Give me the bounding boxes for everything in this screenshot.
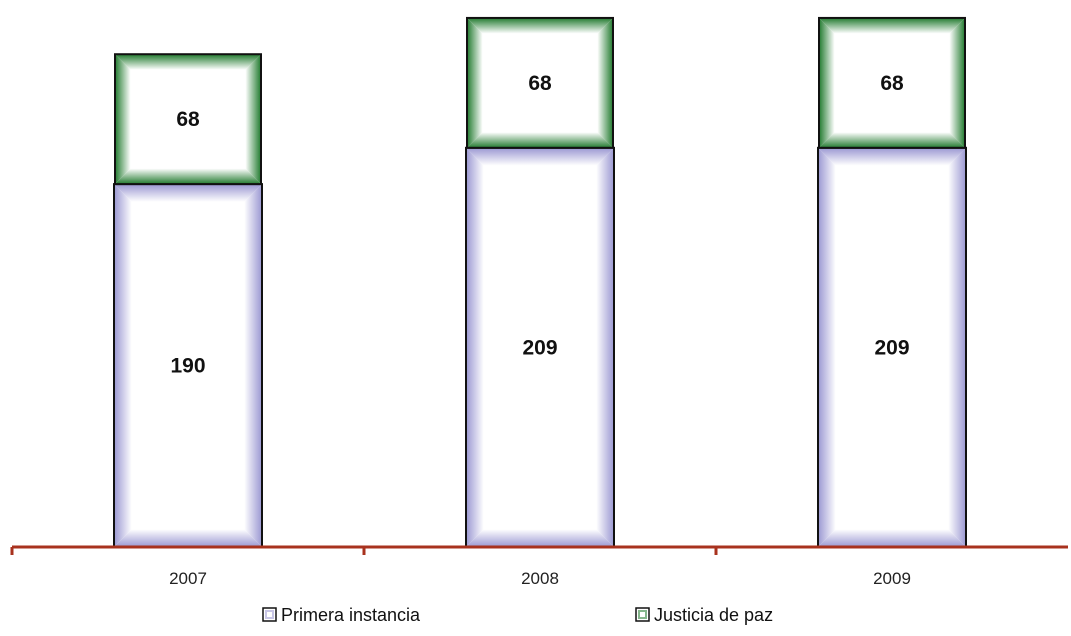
bars-layer	[113, 16, 967, 548]
bar-justicia-de-paz-2007-shade-right	[245, 54, 261, 185]
bar-primera-instancia-2007-shade-bottom	[114, 529, 262, 547]
bar-primera-instancia-2009-highlight	[835, 165, 949, 530]
bar-primera-instancia-2008-shade-top	[466, 147, 614, 166]
legend-item-primera-instancia: Primera instancia	[262, 605, 421, 625]
bar-primera-instancia-2008-shade-right	[596, 147, 614, 547]
data-label: 190	[170, 355, 205, 378]
bar-primera-instancia-2008-shade-left	[466, 147, 484, 547]
legend-swatch	[262, 607, 277, 622]
bar-justicia-de-paz-2008-shade-left	[467, 17, 483, 148]
bar-justicia-de-paz-2009-shade-right	[949, 17, 965, 148]
bar-justicia-de-paz-2007-shade-top	[115, 54, 261, 70]
bar-justicia-de-paz-2008-highlight	[482, 33, 598, 133]
legend-label: Primera instancia	[281, 605, 421, 625]
bar-justicia-de-paz-2007-shade-left	[115, 54, 131, 185]
bar-justicia-de-paz-2009-outline	[818, 16, 966, 149]
data-label: 68	[176, 108, 200, 131]
bar-justicia-de-paz-2009-shade-top	[819, 17, 965, 34]
bar-justicia-de-paz-2007-shade-bottom	[115, 168, 261, 185]
bar-primera-instancia-2007-shade-left	[114, 184, 132, 547]
bar-primera-instancia-2007	[113, 183, 263, 548]
bar-justicia-de-paz-2009-shade-left	[819, 17, 835, 148]
bar-primera-instancia-2009-shade-right	[948, 147, 966, 547]
bar-primera-instancia-2009-shade-bottom	[818, 529, 966, 547]
bar-justicia-de-paz-2008-shade-right	[597, 17, 613, 148]
bar-justicia-de-paz-2008	[466, 16, 614, 149]
bar-justicia-de-paz-2008-shade-top	[467, 17, 613, 34]
data-label: 209	[522, 336, 557, 359]
bar-primera-instancia-2008-shade-bottom	[466, 529, 614, 547]
bar-primera-instancia-2007-highlight	[131, 201, 245, 530]
bar-justicia-de-paz-2007	[114, 53, 262, 186]
bar-justicia-de-paz-2009-highlight	[834, 33, 950, 133]
legend-label: Justicia de paz	[654, 605, 773, 625]
x-tick-label: 2009	[873, 569, 911, 588]
x-tick-label: 2007	[169, 569, 207, 588]
bar-primera-instancia-2008-highlight	[483, 165, 597, 530]
data-label: 209	[874, 336, 909, 359]
x-tick-label: 2008	[521, 569, 559, 588]
bar-primera-instancia-2007-shade-right	[244, 184, 262, 547]
data-labels-layer: 190 68 209 68 209 68	[170, 72, 909, 378]
x-axis: 2007 2008 2009	[10, 545, 1068, 588]
bar-primera-instancia-2009	[817, 146, 967, 548]
bar-primera-instancia-2009-shade-left	[818, 147, 836, 547]
data-label: 68	[880, 72, 904, 95]
data-label: 68	[528, 72, 552, 95]
legend: Primera instancia Justicia de paz	[262, 605, 773, 625]
bar-justicia-de-paz-2007-outline	[114, 53, 262, 186]
bar-primera-instancia-2009-shade-top	[818, 147, 966, 166]
bar-justicia-de-paz-2008-outline	[466, 16, 614, 149]
bar-justicia-de-paz-2007-highlight	[130, 69, 246, 169]
bar-primera-instancia-2008	[465, 146, 615, 548]
bar-justicia-de-paz-2009	[818, 16, 966, 149]
bar-justicia-de-paz-2009-shade-bottom	[819, 132, 965, 148]
legend-item-justicia-de-paz: Justicia de paz	[635, 605, 773, 625]
bar-justicia-de-paz-2008-shade-bottom	[467, 132, 613, 148]
legend-swatch	[635, 607, 650, 622]
bar-primera-instancia-2007-shade-top	[114, 184, 262, 202]
